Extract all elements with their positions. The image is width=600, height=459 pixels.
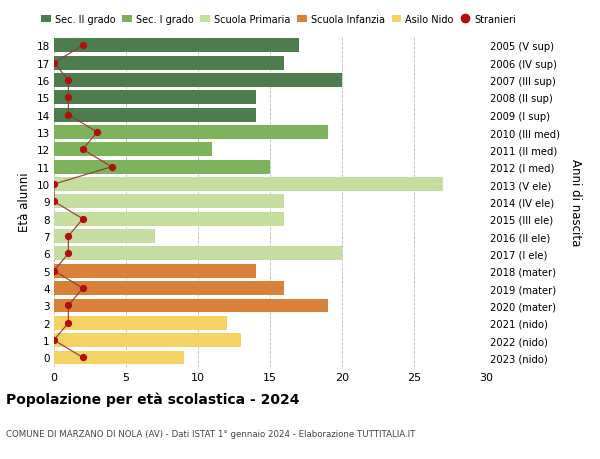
Y-axis label: Età alunni: Età alunni — [18, 172, 31, 232]
Point — [78, 146, 88, 154]
Bar — [54, 126, 328, 140]
Bar — [54, 230, 155, 243]
Bar — [54, 143, 212, 157]
Bar — [54, 316, 227, 330]
Bar — [54, 264, 256, 278]
Point — [49, 337, 59, 344]
Point — [64, 95, 73, 102]
Point — [64, 233, 73, 240]
Point — [64, 77, 73, 84]
Legend: Sec. II grado, Sec. I grado, Scuola Primaria, Scuola Infanzia, Asilo Nido, Stran: Sec. II grado, Sec. I grado, Scuola Prim… — [37, 11, 520, 28]
Bar — [54, 213, 284, 226]
Point — [107, 164, 116, 171]
Point — [78, 216, 88, 223]
Point — [49, 198, 59, 206]
Point — [49, 60, 59, 67]
Text: Popolazione per età scolastica - 2024: Popolazione per età scolastica - 2024 — [6, 392, 299, 406]
Point — [64, 319, 73, 327]
Bar — [54, 39, 299, 53]
Bar — [54, 351, 184, 364]
Point — [49, 268, 59, 275]
Text: COMUNE DI MARZANO DI NOLA (AV) - Dati ISTAT 1° gennaio 2024 - Elaborazione TUTTI: COMUNE DI MARZANO DI NOLA (AV) - Dati IS… — [6, 429, 415, 438]
Bar — [54, 178, 443, 191]
Point — [64, 112, 73, 119]
Bar — [54, 91, 256, 105]
Bar — [54, 108, 256, 123]
Point — [92, 129, 102, 136]
Bar — [54, 299, 328, 313]
Point — [49, 181, 59, 188]
Point — [78, 354, 88, 361]
Bar — [54, 333, 241, 347]
Y-axis label: Anni di nascita: Anni di nascita — [569, 158, 581, 246]
Bar — [54, 161, 270, 174]
Bar — [54, 281, 284, 296]
Point — [78, 43, 88, 50]
Point — [64, 250, 73, 257]
Bar — [54, 56, 284, 71]
Bar — [54, 247, 342, 261]
Bar — [54, 74, 342, 88]
Point — [78, 285, 88, 292]
Bar — [54, 195, 284, 209]
Point — [64, 302, 73, 309]
